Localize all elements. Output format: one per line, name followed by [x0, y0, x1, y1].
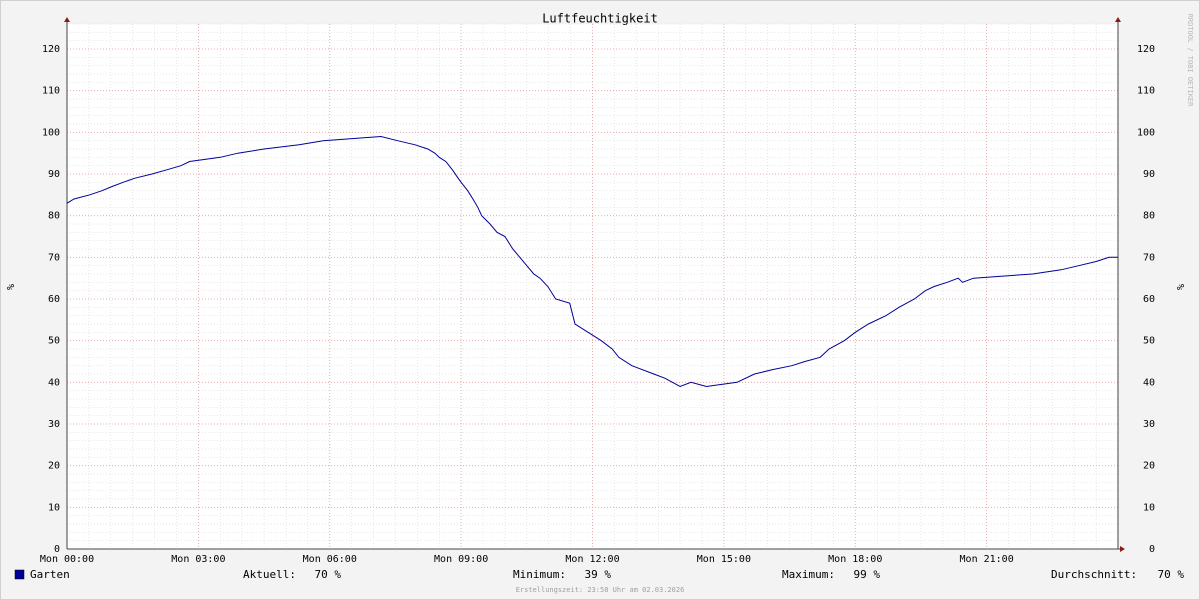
y2-tick-label: 20: [1143, 461, 1155, 472]
footer: Erstellungszeit: 23:58 Uhr am 02.03.2026: [516, 586, 685, 594]
stat-value: 39 %: [585, 568, 612, 581]
axis-arrow: [1115, 17, 1121, 22]
x-tick-label: Mon 21:00: [960, 554, 1014, 565]
y2-tick-label: 10: [1143, 502, 1155, 513]
y2-tick-label: 120: [1137, 44, 1155, 55]
x-tick-label: Mon 15:00: [697, 554, 751, 565]
y2-tick-label: 110: [1137, 86, 1155, 97]
chart-title: Luftfeuchtigkeit: [542, 12, 658, 26]
y-tick-label: 30: [48, 419, 60, 430]
y-tick-label: 10: [48, 502, 60, 513]
legend-swatch: [14, 569, 25, 580]
axis-arrow: [1120, 546, 1125, 552]
y2-tick-label: 40: [1143, 377, 1155, 388]
y2-tick-label: 70: [1143, 252, 1155, 263]
stat-value: 99 %: [854, 568, 881, 581]
y-tick-label: 60: [48, 294, 60, 305]
y2-tick-label: 50: [1143, 336, 1155, 347]
y-tick-label: 80: [48, 211, 60, 222]
stat-value: 70 %: [1158, 568, 1185, 581]
axis-arrow: [64, 17, 70, 22]
y-tick-label: 120: [42, 44, 60, 55]
y-tick-label: 20: [48, 461, 60, 472]
y-tick-label: 90: [48, 169, 60, 180]
y2-tick-label: 30: [1143, 419, 1155, 430]
watermark: RRDTOOL / TOBI OETIKER: [1186, 14, 1194, 108]
y2-tick-label: 90: [1143, 169, 1155, 180]
y-tick-label: 0: [54, 544, 60, 555]
x-tick-label: Mon 09:00: [434, 554, 488, 565]
y-tick-label: 110: [42, 86, 60, 97]
legend-label: Garten: [30, 568, 70, 581]
stat-value: 70 %: [315, 568, 342, 581]
y-axis-label: %: [4, 284, 15, 290]
x-tick-label: Mon 06:00: [303, 554, 357, 565]
x-tick-label: Mon 18:00: [828, 554, 882, 565]
y2-tick-label: 100: [1137, 127, 1155, 138]
series-line: [66, 135, 1118, 388]
y2-axis-label: %: [1174, 284, 1185, 290]
stat-label: Maximum:: [782, 568, 835, 581]
y-tick-label: 100: [42, 127, 60, 138]
stat-label: Durchschnitt:: [1051, 568, 1137, 581]
y-tick-label: 50: [48, 336, 60, 347]
y-tick-label: 70: [48, 252, 60, 263]
x-tick-label: Mon 12:00: [565, 554, 619, 565]
y2-tick-label: 60: [1143, 294, 1155, 305]
x-tick-label: Mon 00:00: [40, 554, 94, 565]
stat-label: Minimum:: [513, 568, 566, 581]
stat-label: Aktuell:: [243, 568, 296, 581]
x-tick-label: Mon 03:00: [171, 554, 225, 565]
y2-tick-label: 0: [1149, 544, 1155, 555]
y-tick-label: 40: [48, 377, 60, 388]
y2-tick-label: 80: [1143, 211, 1155, 222]
